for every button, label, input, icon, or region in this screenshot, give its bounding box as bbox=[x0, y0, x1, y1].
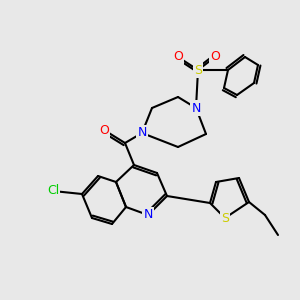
Text: N: N bbox=[191, 101, 201, 115]
Text: N: N bbox=[143, 208, 153, 221]
Text: S: S bbox=[221, 212, 229, 224]
Text: S: S bbox=[194, 64, 202, 76]
Text: O: O bbox=[99, 124, 109, 136]
Text: O: O bbox=[210, 50, 220, 64]
Text: O: O bbox=[173, 50, 183, 64]
Text: Cl: Cl bbox=[47, 184, 59, 197]
Text: N: N bbox=[137, 127, 147, 140]
